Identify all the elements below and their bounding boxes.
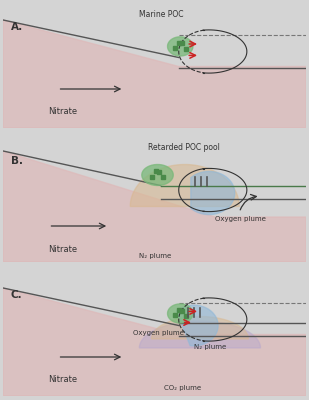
Text: Nitrate: Nitrate: [49, 244, 78, 254]
Polygon shape: [167, 304, 193, 323]
Polygon shape: [191, 172, 235, 214]
Polygon shape: [3, 20, 306, 128]
Text: B.: B.: [11, 156, 23, 166]
Polygon shape: [3, 288, 306, 396]
Text: N₂ plume: N₂ plume: [139, 254, 171, 260]
Polygon shape: [3, 151, 306, 262]
Polygon shape: [151, 316, 248, 339]
Text: Nitrate: Nitrate: [49, 376, 78, 384]
Text: Marine POC: Marine POC: [139, 10, 184, 19]
Text: Nitrate: Nitrate: [49, 108, 78, 116]
Text: Oxygen plume: Oxygen plume: [133, 330, 184, 336]
Text: Oxygen plume: Oxygen plume: [215, 216, 266, 222]
Text: A.: A.: [11, 22, 23, 32]
Polygon shape: [167, 37, 193, 56]
Polygon shape: [142, 164, 173, 186]
Polygon shape: [177, 305, 218, 346]
Text: CO₂ plume: CO₂ plume: [163, 385, 201, 391]
Text: Retarded POC pool: Retarded POC pool: [148, 143, 220, 152]
Text: C.: C.: [11, 290, 22, 300]
Text: N₂ plume: N₂ plume: [194, 344, 226, 350]
Polygon shape: [130, 164, 239, 206]
Polygon shape: [139, 321, 260, 348]
